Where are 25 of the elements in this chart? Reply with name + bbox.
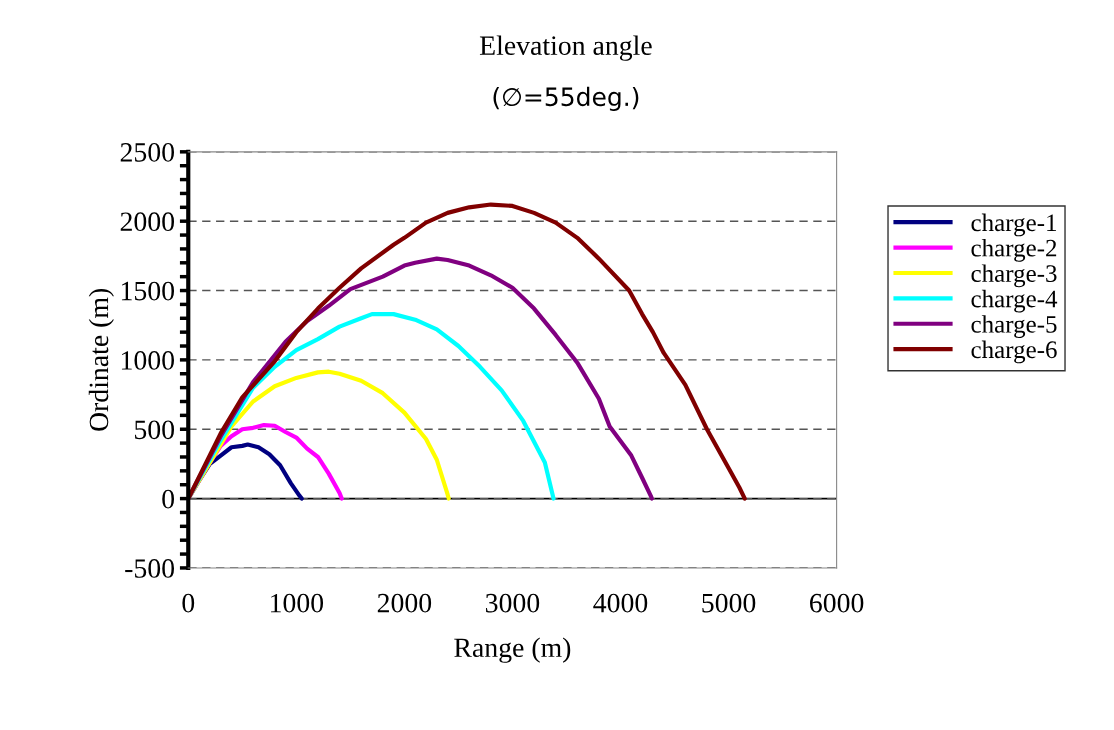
- legend-label: charge-1: [971, 213, 1057, 237]
- legend-label: charge-6: [971, 340, 1057, 364]
- y-tick-label: -500: [125, 559, 175, 578]
- x-tick-label: 2000: [377, 593, 432, 613]
- y-tick-label: 500: [135, 420, 175, 440]
- chart-title: Elevation angle: [479, 35, 652, 61]
- y-tick-label: 0: [162, 489, 175, 509]
- legend-label: charge-3: [971, 264, 1057, 288]
- x-axis-title: Range (m): [454, 637, 571, 663]
- y-axis-title: Ordinate (m): [88, 288, 114, 431]
- y-tick-label: 1000: [121, 351, 175, 370]
- y-tick-label: 2000: [120, 212, 175, 232]
- legend-label: charge-2: [971, 239, 1057, 262]
- legend-label: charge-5: [971, 315, 1057, 338]
- x-tick-label: 0: [182, 593, 195, 613]
- x-tick-label: 4000: [593, 593, 648, 613]
- x-tick-label: 5000: [702, 593, 756, 613]
- line-series: [188, 202, 747, 501]
- y-tick-label: 1500: [121, 281, 175, 301]
- legend-label: charge-4: [971, 289, 1058, 313]
- x-tick-label: 3000: [485, 593, 540, 613]
- x-tick-label: 1000: [270, 593, 324, 613]
- y-tick-label: 2500: [120, 143, 175, 162]
- chart-subtitle: (∅=55deg.): [493, 86, 639, 112]
- x-tick-label: 6000: [810, 593, 864, 613]
